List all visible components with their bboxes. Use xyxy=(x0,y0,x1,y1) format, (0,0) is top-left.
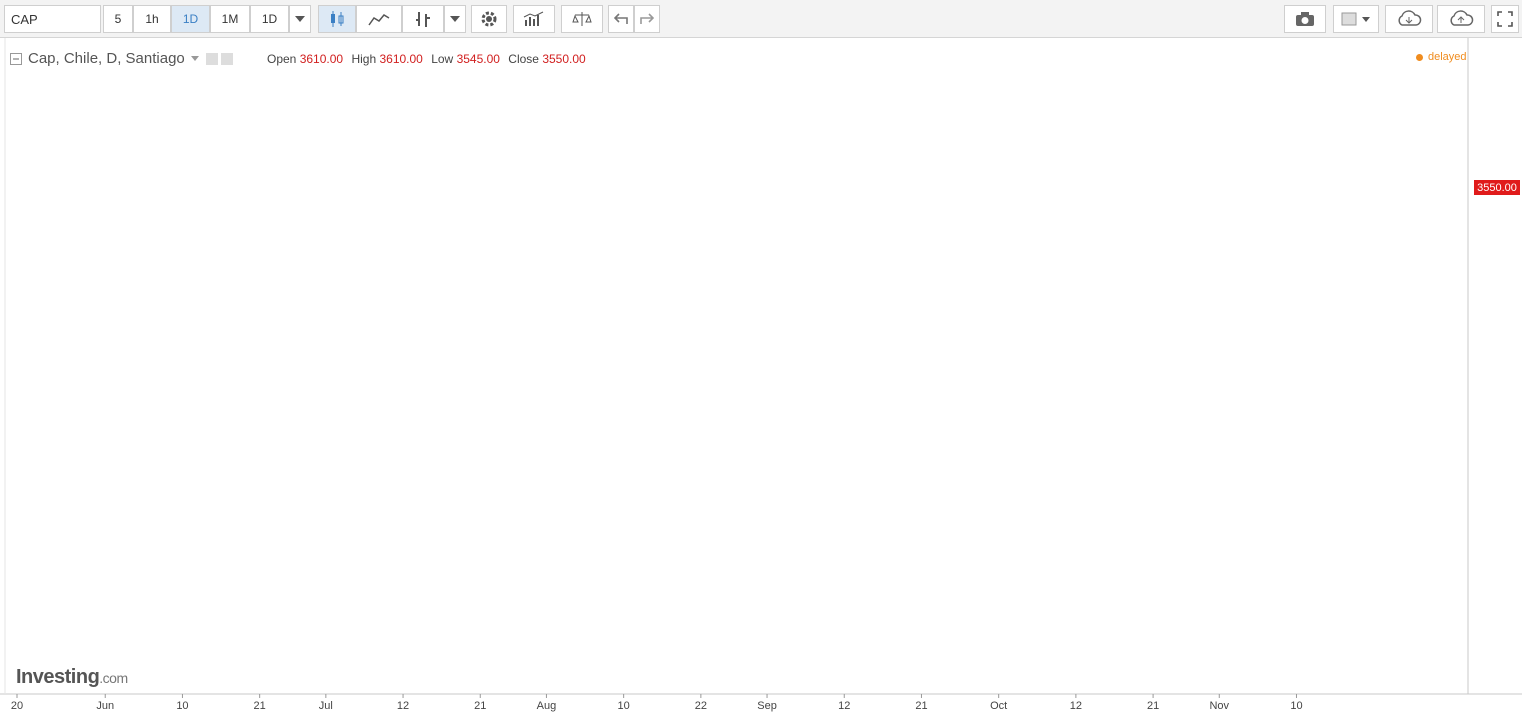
compare-scale-icon[interactable] xyxy=(561,5,603,33)
fullscreen-icon[interactable] xyxy=(1491,5,1519,33)
x-tick-label: Jun xyxy=(96,700,114,712)
price-chart[interactable]: 4200.004000.003800.003600.003400.003200.… xyxy=(0,38,1522,716)
x-tick-label: 21 xyxy=(915,700,927,712)
legend-settings-icon[interactable] xyxy=(205,52,235,66)
color-box-icon[interactable] xyxy=(1333,5,1379,33)
camera-icon[interactable] xyxy=(1284,5,1326,33)
x-tick-label: Oct xyxy=(990,700,1007,712)
interval-1d-alt-button[interactable]: 1D xyxy=(250,5,289,33)
x-tick-label: 20 xyxy=(11,700,23,712)
indicators-icon[interactable] xyxy=(513,5,555,33)
chart-toolbar: CAP 5 1h 1D 1M 1D xyxy=(0,0,1522,38)
x-tick-label: 12 xyxy=(838,700,850,712)
cloud-download-icon[interactable] xyxy=(1385,5,1433,33)
x-tick-label: Nov xyxy=(1209,700,1229,712)
interval-dropdown-icon[interactable] xyxy=(289,5,311,33)
candlestick-icon[interactable] xyxy=(318,5,356,33)
x-tick-label: 21 xyxy=(474,700,486,712)
settings-icon[interactable] xyxy=(471,5,507,33)
title-dropdown-icon[interactable] xyxy=(190,56,199,61)
collapse-icon[interactable] xyxy=(10,52,22,65)
cloud-upload-icon[interactable] xyxy=(1437,5,1485,33)
x-tick-label: 12 xyxy=(1070,700,1082,712)
interval-1m-button[interactable]: 1M xyxy=(210,5,250,33)
undo-icon[interactable] xyxy=(608,5,634,33)
x-tick-label: 10 xyxy=(618,700,630,712)
chart-type-dropdown-icon[interactable] xyxy=(444,5,466,33)
bar-chart-icon[interactable] xyxy=(402,5,444,33)
interval-1d-button[interactable]: 1D xyxy=(171,5,210,33)
investing-logo: Investing.com xyxy=(16,666,128,688)
x-tick-label: 10 xyxy=(1290,700,1302,712)
area-chart-icon[interactable] xyxy=(356,5,402,33)
redo-icon[interactable] xyxy=(634,5,660,33)
x-tick-label: 22 xyxy=(695,700,707,712)
symbol-input[interactable]: CAP xyxy=(4,5,101,33)
x-tick-label: Jul xyxy=(319,700,333,712)
x-tick-label: 21 xyxy=(1147,700,1159,712)
instrument-title: Cap, Chile, D, Santiago xyxy=(28,50,185,67)
last-price-tag: 3550.00 xyxy=(1474,180,1520,195)
x-tick-label: 10 xyxy=(176,700,188,712)
delayed-badge: delayed xyxy=(1416,51,1467,63)
interval-1h-button[interactable]: 1h xyxy=(133,5,171,33)
interval-5-button[interactable]: 5 xyxy=(103,5,133,33)
x-tick-label: Sep xyxy=(757,700,777,712)
x-tick-label: Aug xyxy=(537,700,557,712)
ohlc-values: Open 3610.00 High 3610.00 Low 3545.00 Cl… xyxy=(267,52,586,66)
x-tick-label: 21 xyxy=(254,700,266,712)
chart-legend: Cap, Chile, D, Santiago xyxy=(10,50,235,67)
x-tick-label: 12 xyxy=(397,700,409,712)
